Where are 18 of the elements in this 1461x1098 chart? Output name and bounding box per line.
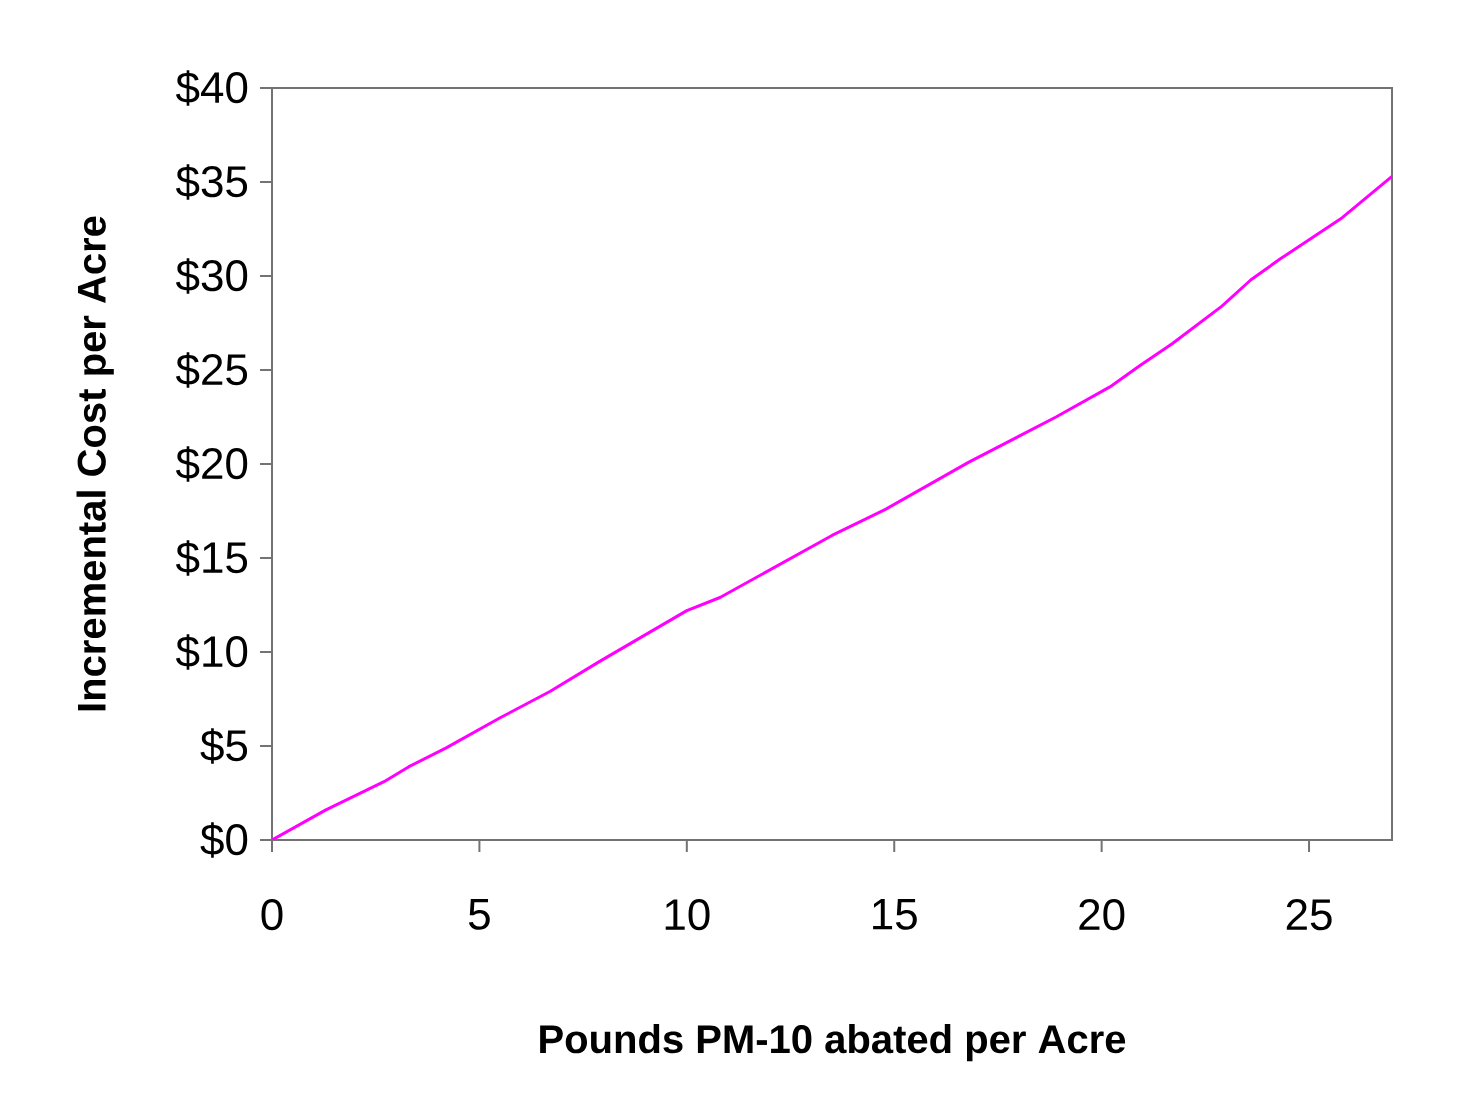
y-tick-label: $5 [200, 728, 248, 764]
y-axis-title: Incremental Cost per Acre [76, 216, 114, 711]
y-tick-label: $30 [175, 258, 248, 294]
x-tick-label: 0 [261, 899, 283, 931]
x-tick-label: 10 [665, 899, 710, 931]
y-tick-label: $20 [175, 446, 248, 482]
x-tick-label: 20 [1079, 899, 1125, 931]
line-series [272, 174, 1393, 840]
y-tick-label: $15 [175, 540, 248, 576]
y-tick-label: $25 [175, 352, 248, 388]
x-axis-title: Pounds PM-10 abated per Acre [540, 1023, 1126, 1062]
y-tick-label: $35 [175, 164, 248, 200]
y-tick-label: $10 [175, 634, 248, 670]
y-tick-label: $40 [175, 70, 248, 106]
x-tick-label: 15 [873, 899, 917, 930]
x-tick-label: 5 [468, 899, 490, 930]
y-tick-label: $0 [200, 822, 248, 858]
x-tick-label: 25 [1286, 899, 1332, 931]
